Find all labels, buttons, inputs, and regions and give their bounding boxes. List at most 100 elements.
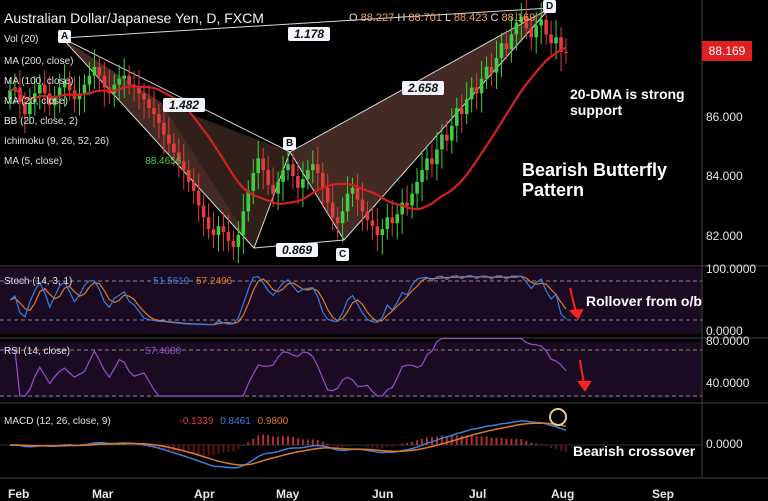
indicator-bb[interactable]: BB (20, close, 2) xyxy=(4,116,78,127)
candle xyxy=(52,96,57,106)
macd-hist-bar xyxy=(326,443,329,445)
candle xyxy=(400,202,404,215)
macd-hist-bar xyxy=(411,441,414,445)
candle xyxy=(172,143,176,153)
candle xyxy=(450,125,454,141)
candle xyxy=(519,16,524,23)
ratio-xa: 1.178 xyxy=(288,27,331,41)
candle xyxy=(57,87,62,97)
stoch-label: Stoch (14, 3, 1) xyxy=(4,276,73,287)
candle xyxy=(454,108,459,126)
macd-hist-bar xyxy=(237,445,240,450)
macd-hist-value: -0.1339 xyxy=(179,416,214,427)
ma20-line xyxy=(9,46,567,211)
point-a: A xyxy=(58,30,72,43)
x-tick: Jul xyxy=(469,487,487,501)
crossover-circle xyxy=(549,408,567,426)
macd-hist-bar xyxy=(515,438,518,445)
candle xyxy=(167,134,171,144)
candle xyxy=(311,164,315,171)
indicator-ma20[interactable]: MA (20, close) xyxy=(4,96,68,107)
candle xyxy=(211,229,216,235)
candle xyxy=(37,84,42,94)
y-tick: 0.0000 xyxy=(706,324,743,338)
macd-hist-bar xyxy=(187,445,190,455)
macd-hist-bar xyxy=(500,437,503,445)
macd-hist-bar xyxy=(460,435,463,445)
macd-hist-bar xyxy=(421,438,424,445)
candle xyxy=(67,81,72,91)
candle xyxy=(176,152,181,162)
stoch-k-value: 51.5619 xyxy=(153,276,190,287)
macd-hist-bar xyxy=(192,445,195,455)
signal-value: 0.9800 xyxy=(257,416,289,427)
candle xyxy=(425,158,429,171)
macd-hist-bar xyxy=(277,436,280,445)
ratio-bc: 0.869 xyxy=(276,243,319,257)
macd-hist-bar xyxy=(381,445,384,449)
ohlc-open: 88.227 xyxy=(360,12,395,24)
candle xyxy=(484,66,489,79)
macd-hist-bar xyxy=(336,445,339,448)
macd-hist-bar xyxy=(361,445,364,446)
candle xyxy=(350,187,355,194)
macd-hist-bar xyxy=(222,445,225,453)
candle xyxy=(196,190,201,206)
macd-hist-bar xyxy=(341,445,344,448)
macd-hist-bar xyxy=(316,439,319,445)
candle xyxy=(320,173,325,188)
candle xyxy=(206,217,211,230)
candle xyxy=(549,34,553,44)
y-tick: 82.000 xyxy=(706,229,743,243)
candle xyxy=(529,28,534,38)
macd-hist-bar xyxy=(143,445,146,447)
candle xyxy=(286,164,290,171)
candle xyxy=(345,193,350,212)
macd-hist-bar xyxy=(465,435,468,445)
indicator-vol[interactable]: Vol (20) xyxy=(4,34,39,45)
macd-hist-bar xyxy=(118,444,121,445)
macd-hist-bar xyxy=(560,445,563,451)
candle xyxy=(385,217,390,230)
candle xyxy=(509,34,514,50)
macd-hist-bar xyxy=(530,442,533,445)
stoch-legend[interactable]: Stoch (14, 3, 1) 51.5619 57.2496 xyxy=(4,276,232,287)
indicator-ma100[interactable]: MA (100, close) xyxy=(4,76,74,87)
macd-label: MACD (12, 26, close, 9) xyxy=(4,416,111,427)
pattern-annotation: Bearish Butterfly Pattern xyxy=(522,160,668,200)
x-tick: Sep xyxy=(652,487,675,501)
indicator-ma200[interactable]: MA (200, close) xyxy=(4,56,74,67)
macd-hist-bar xyxy=(242,445,245,446)
candle xyxy=(296,176,300,188)
candle xyxy=(559,37,563,53)
x-tick: Apr xyxy=(194,487,215,501)
macd-hist-bar xyxy=(485,436,488,445)
candle xyxy=(464,99,469,115)
macd-hist-bar xyxy=(391,445,394,447)
indicator-ma5[interactable]: MA (5, close) 88.4656 xyxy=(4,156,181,167)
candle xyxy=(62,81,67,88)
candle xyxy=(315,164,320,174)
indicator-ichimoku[interactable]: Ichimoku (9, 26, 52, 26) xyxy=(4,136,110,147)
candle xyxy=(142,93,146,100)
candle xyxy=(544,19,548,35)
x-tick: Jun xyxy=(372,487,394,501)
candle xyxy=(499,43,504,58)
candle xyxy=(112,84,117,94)
macd-hist-bar xyxy=(217,445,220,455)
candle xyxy=(276,181,280,194)
macd-legend[interactable]: MACD (12, 26, close, 9) -0.1339 0.8461 0… xyxy=(4,416,288,427)
macd-hist-bar xyxy=(291,436,294,445)
macd-hist-bar xyxy=(440,435,443,445)
rsi-legend[interactable]: RSI (14, close) 57.4680 xyxy=(4,346,181,357)
candle xyxy=(445,134,449,141)
macd-hist-bar xyxy=(197,445,200,455)
candle xyxy=(390,217,395,224)
candle xyxy=(435,149,439,165)
y-tick: 100.0000 xyxy=(706,262,757,276)
macd-hist-bar xyxy=(401,443,404,445)
candle xyxy=(122,75,126,79)
rsi-label: RSI (14, close) xyxy=(4,346,71,357)
y-tick: 84.000 xyxy=(706,169,743,183)
macd-hist-bar xyxy=(301,439,304,445)
